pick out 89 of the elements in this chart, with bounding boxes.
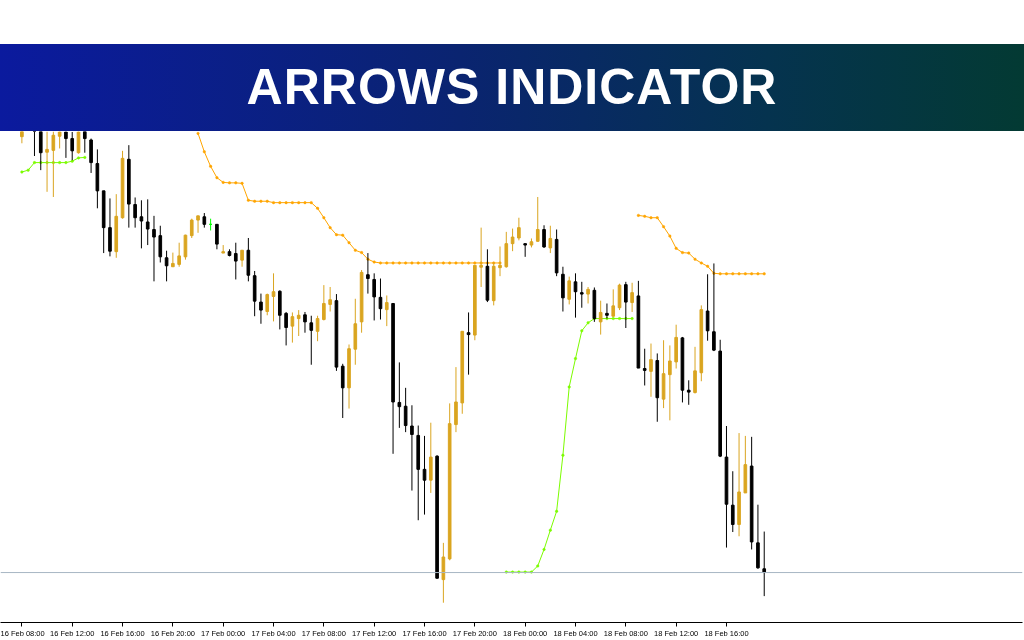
point <box>39 161 43 165</box>
candlestick <box>579 281 584 309</box>
candlestick <box>693 346 697 394</box>
candlestick <box>303 311 307 334</box>
point <box>83 155 87 159</box>
point <box>630 317 634 321</box>
candlestick <box>686 379 691 406</box>
point <box>58 161 62 165</box>
candlestick <box>315 315 320 342</box>
candlestick <box>510 228 515 252</box>
candlestick <box>164 250 169 282</box>
candlestick <box>730 470 735 533</box>
candlestick <box>649 343 653 398</box>
point <box>624 317 628 321</box>
candlestick <box>177 242 181 268</box>
point <box>32 161 36 165</box>
candlestick <box>233 242 238 280</box>
candlestick <box>668 344 672 421</box>
candlestick <box>454 366 458 433</box>
candlestick <box>145 198 150 246</box>
point <box>586 321 590 325</box>
point <box>548 528 552 532</box>
candlestick <box>384 294 389 327</box>
candlestick <box>535 196 540 243</box>
candlestick <box>158 225 163 263</box>
candlestick <box>403 387 408 433</box>
candlestick <box>171 252 175 268</box>
candlestick <box>196 215 200 234</box>
candlestick <box>108 197 112 257</box>
candlestick <box>271 272 276 322</box>
chart-title: ARROWS INDICATOR <box>246 58 778 117</box>
candlestick <box>410 404 414 492</box>
candlestick <box>567 276 572 305</box>
point <box>511 570 515 574</box>
candlestick <box>89 138 93 174</box>
candlestick <box>466 311 471 376</box>
candlestick <box>322 284 326 321</box>
candlestick <box>548 225 553 254</box>
candlestick <box>624 281 628 329</box>
candlestick <box>504 231 509 269</box>
candlestick <box>542 224 546 249</box>
point <box>504 570 508 574</box>
candlestick <box>605 302 609 320</box>
candlestick <box>586 286 590 304</box>
candlestick <box>340 363 345 419</box>
point <box>542 547 546 551</box>
candlestick <box>397 361 402 429</box>
candlestick <box>517 217 521 241</box>
point <box>70 159 74 163</box>
point <box>618 317 622 321</box>
candlestick <box>64 131 68 159</box>
candlestick <box>259 293 263 325</box>
candlestick <box>630 282 634 313</box>
point <box>573 357 577 361</box>
candlestick <box>441 542 446 604</box>
point <box>555 509 559 513</box>
candlestick <box>215 223 219 250</box>
point <box>536 564 540 568</box>
candlestick <box>284 311 288 346</box>
point <box>64 161 68 165</box>
point <box>26 168 30 172</box>
candlestick <box>561 266 565 312</box>
point <box>51 161 55 165</box>
point <box>567 385 571 389</box>
candlestick <box>139 199 144 249</box>
candlestick <box>372 272 376 321</box>
point <box>517 570 521 574</box>
point <box>523 570 527 574</box>
candlestick <box>642 348 647 386</box>
candlestick <box>617 283 622 311</box>
candlestick <box>328 286 332 312</box>
point <box>611 317 615 321</box>
candlestick <box>762 531 767 597</box>
candlestick <box>152 215 156 282</box>
candlestick <box>309 315 314 366</box>
point <box>580 329 584 333</box>
candlestick <box>296 309 301 337</box>
candlestick <box>183 234 188 261</box>
candlestick <box>20 131 24 144</box>
point <box>77 156 81 160</box>
point <box>529 570 533 574</box>
point <box>605 317 609 321</box>
candlestick <box>133 196 137 229</box>
point <box>20 170 24 174</box>
point <box>561 453 565 457</box>
candlestick <box>428 422 433 494</box>
candlestick <box>290 311 295 344</box>
candlestick <box>705 273 710 342</box>
candlestick <box>611 288 616 318</box>
